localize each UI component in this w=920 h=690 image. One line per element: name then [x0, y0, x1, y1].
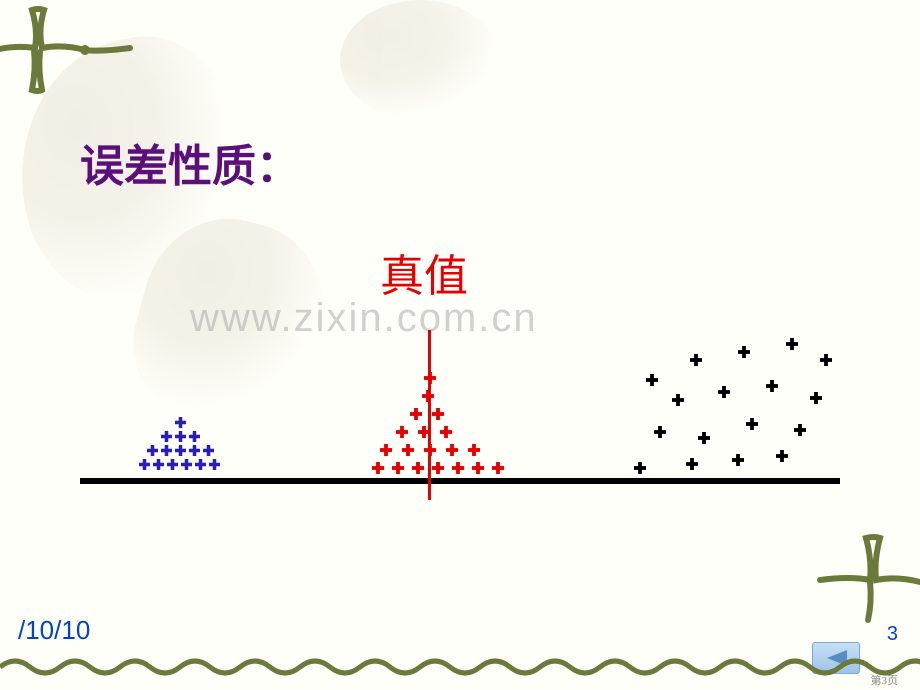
error-diagram	[80, 320, 840, 500]
data-point	[746, 418, 758, 430]
data-point	[686, 458, 698, 470]
data-point	[690, 354, 702, 366]
slide-background: 误差性质： www.zixin.com.cn 真值 /10/10 3 第3页	[0, 0, 920, 690]
data-point	[672, 394, 684, 406]
vine-corner-top-left	[0, 0, 150, 110]
data-point	[794, 424, 806, 436]
slide-title: 误差性质：	[80, 130, 300, 194]
data-point	[718, 386, 730, 398]
data-point	[732, 454, 744, 466]
data-point	[776, 450, 788, 462]
date-footer: /10/10	[18, 615, 90, 646]
page-number: 3	[887, 623, 898, 646]
data-point	[738, 346, 750, 358]
true-value-label: 真值	[380, 240, 468, 304]
data-point	[654, 426, 666, 438]
data-point	[698, 432, 710, 444]
data-point	[646, 374, 658, 386]
data-point	[786, 338, 798, 350]
data-point	[634, 462, 646, 474]
wavy-bottom-border	[0, 652, 920, 682]
data-point	[810, 392, 822, 404]
right-cluster	[80, 320, 840, 500]
data-point	[820, 354, 832, 366]
vine-corner-bottom-right	[810, 510, 920, 630]
data-point	[766, 380, 778, 392]
